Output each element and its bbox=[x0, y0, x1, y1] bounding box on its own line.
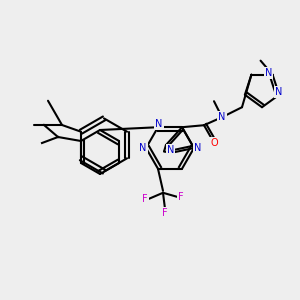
Text: N: N bbox=[155, 119, 163, 129]
Text: F: F bbox=[178, 192, 184, 202]
Text: N: N bbox=[194, 143, 202, 153]
Text: N: N bbox=[265, 68, 272, 78]
Text: O: O bbox=[210, 138, 218, 148]
Text: F: F bbox=[142, 194, 148, 204]
Text: F: F bbox=[162, 208, 168, 218]
Text: N: N bbox=[275, 87, 283, 97]
Text: N: N bbox=[167, 145, 174, 155]
Text: N: N bbox=[139, 143, 147, 153]
Text: N: N bbox=[218, 112, 226, 122]
